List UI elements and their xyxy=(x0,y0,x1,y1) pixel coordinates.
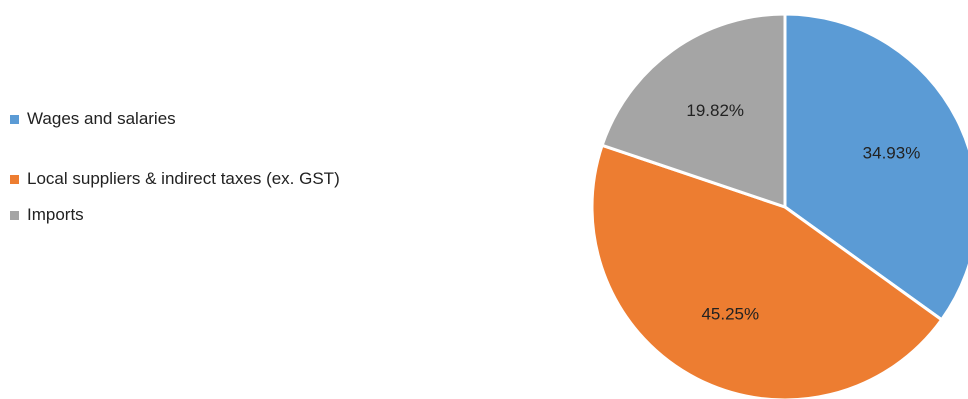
legend-label-wages: Wages and salaries xyxy=(27,109,176,128)
legend-label-local-suppliers: Local suppliers & indirect taxes (ex. GS… xyxy=(27,169,340,188)
legend-swatch-wages xyxy=(10,115,19,124)
legend-item-imports: Imports xyxy=(10,204,390,226)
data-label-local-suppliers: 45.25% xyxy=(701,304,759,323)
legend-swatch-imports xyxy=(10,211,19,220)
data-label-imports: 19.82% xyxy=(686,101,744,120)
legend-swatch-local-suppliers xyxy=(10,175,19,184)
pie-slice-imports xyxy=(600,12,787,209)
pie-slice-local-suppliers xyxy=(590,143,944,399)
legend-item-wages: Wages and salaries xyxy=(10,108,390,130)
legend-label-imports: Imports xyxy=(27,205,84,224)
pie-slice-wages xyxy=(783,12,968,322)
chart-legend: Wages and salaries Local suppliers & ind… xyxy=(10,108,390,226)
legend-item-local-suppliers: Local suppliers & indirect taxes (ex. GS… xyxy=(10,168,390,190)
data-label-wages: 34.93% xyxy=(863,143,921,162)
